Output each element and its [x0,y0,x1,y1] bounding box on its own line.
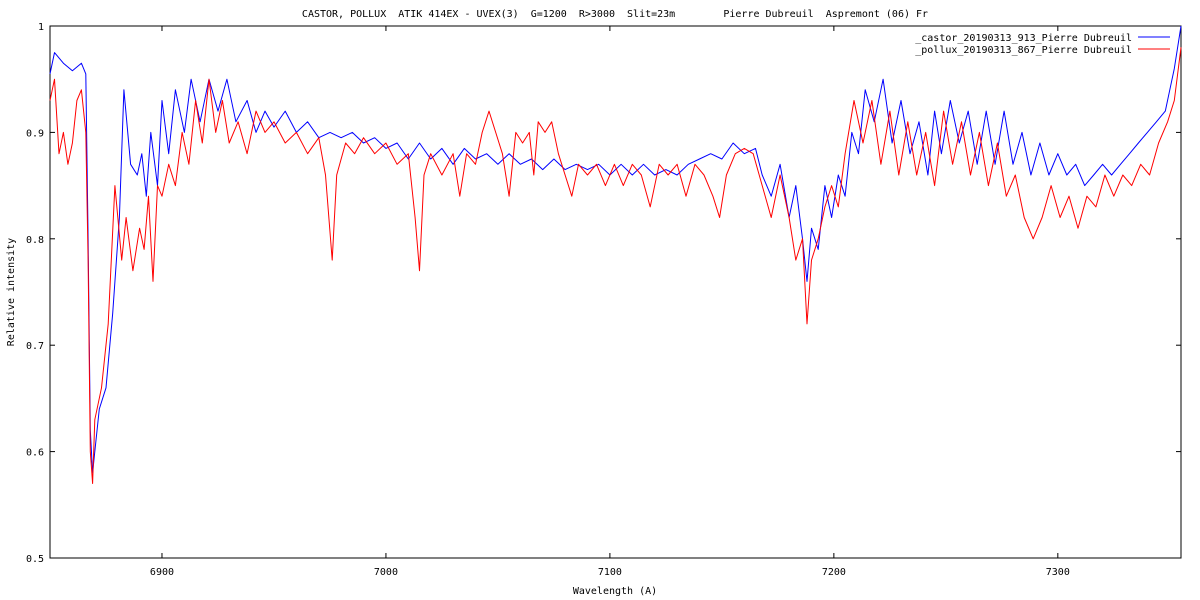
series-line-1 [49,47,1182,484]
legend-label: _castor_20190313_913_Pierre Dubreuil [915,33,1132,44]
y-tick-label: 0.6 [26,448,44,459]
y-tick-label: 0.7 [26,341,44,352]
legend: _castor_20190313_913_Pierre Dubreuil_pol… [915,33,1170,56]
series-line-0 [49,25,1182,474]
x-tick-label: 6900 [150,567,174,578]
series-lines [49,25,1182,484]
chart-title: CASTOR, POLLUX ATIK 414EX - UVEX(3) G=12… [302,9,928,20]
y-tick-label: 0.5 [26,554,44,565]
y-tick-label: 1 [38,22,44,33]
legend-label: _pollux_20190313_867_Pierre Dubreuil [915,45,1132,56]
plot-frame [49,25,1182,559]
x-tick-label: 7200 [822,567,846,578]
y-tick-label: 0.8 [26,235,44,246]
x-axis-label: Wavelength (A) [573,586,657,597]
x-tick-label: 7000 [374,567,398,578]
y-tick-label: 0.9 [26,128,44,139]
axes: 6900 7000 7100 7200 7300 0.5 0.6 0.7 0.8 0.9 1 [26,22,1181,578]
x-tick-label: 7300 [1046,567,1070,578]
y-axis-label: Relative intensity [6,238,17,346]
x-tick-label: 7100 [598,567,622,578]
